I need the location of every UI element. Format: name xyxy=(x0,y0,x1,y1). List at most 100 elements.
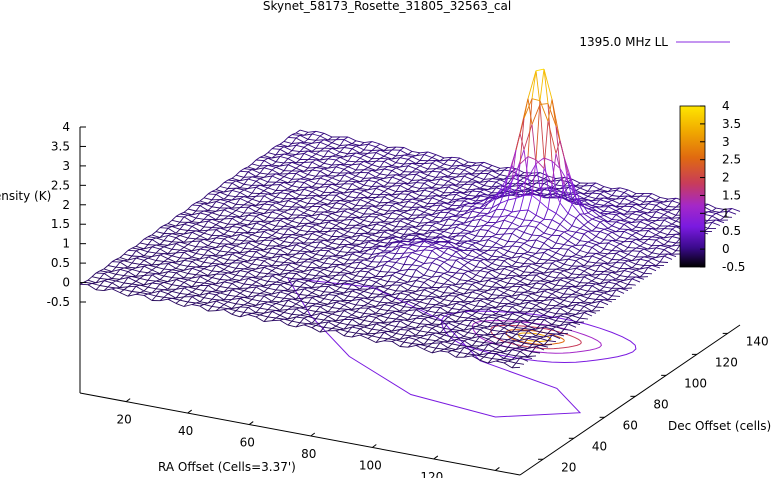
mesh-segment xyxy=(367,169,373,174)
mesh-segment xyxy=(371,261,381,263)
mesh-segment xyxy=(531,70,537,99)
mesh-segment xyxy=(647,247,657,250)
mesh-segment xyxy=(239,183,245,189)
mesh-segment xyxy=(591,244,597,248)
mesh-segment xyxy=(339,183,345,188)
mesh-segment xyxy=(367,160,377,163)
mesh-segment xyxy=(439,256,449,261)
mesh-segment xyxy=(475,207,485,210)
mesh-segment xyxy=(287,153,297,156)
mesh-segment xyxy=(343,266,349,271)
mesh-segment xyxy=(431,191,441,197)
mesh-segment xyxy=(247,178,257,182)
mesh-segment xyxy=(539,187,545,198)
mesh-segment xyxy=(155,252,165,255)
mesh-segment xyxy=(263,217,269,222)
mesh-segment xyxy=(555,333,565,337)
mesh-segment xyxy=(283,173,289,177)
mesh-segment xyxy=(591,247,601,254)
mesh-segment xyxy=(343,144,349,148)
mesh-segment xyxy=(339,147,345,153)
mesh-segment xyxy=(247,242,257,248)
mesh-segment xyxy=(339,163,349,168)
mesh-segment xyxy=(723,208,733,210)
mesh-segment xyxy=(603,214,613,220)
mesh-segment xyxy=(419,265,429,271)
mesh-segment xyxy=(295,268,305,272)
mesh-segment xyxy=(515,246,521,254)
mesh-segment xyxy=(711,213,717,217)
mesh-segment xyxy=(599,299,605,302)
mesh-segment xyxy=(195,238,205,240)
mesh-segment xyxy=(531,246,541,250)
mesh-segment xyxy=(343,224,349,230)
mesh-segment xyxy=(519,280,529,286)
mesh-segment xyxy=(319,177,329,182)
mesh-segment xyxy=(415,206,421,210)
mesh-segment xyxy=(571,304,577,310)
mesh-segment xyxy=(567,240,577,246)
mesh-segment xyxy=(443,202,453,206)
mesh-segment xyxy=(443,261,453,268)
mesh-segment xyxy=(587,261,597,264)
mesh-segment xyxy=(515,241,525,244)
mesh-segment xyxy=(583,224,593,232)
mesh-segment xyxy=(355,204,365,207)
mesh-segment xyxy=(315,213,321,220)
mesh-segment xyxy=(283,228,289,235)
mesh-segment xyxy=(211,190,221,193)
mesh-segment xyxy=(159,253,165,256)
mesh-segment xyxy=(471,308,481,311)
mesh-segment xyxy=(287,236,297,239)
mesh-segment xyxy=(519,187,525,195)
mesh-segment xyxy=(675,238,681,244)
mesh-segment xyxy=(331,265,337,273)
mesh-segment xyxy=(659,255,665,263)
mesh-segment xyxy=(603,197,613,201)
mesh-segment xyxy=(419,254,429,259)
mesh-segment xyxy=(215,263,221,266)
mesh-segment xyxy=(283,189,293,192)
mesh-segment xyxy=(539,252,545,260)
mesh-segment xyxy=(335,174,345,177)
mesh-segment xyxy=(335,259,345,265)
mesh-segment xyxy=(387,274,393,282)
mesh-segment xyxy=(603,234,609,240)
mesh-segment xyxy=(635,276,645,280)
mesh-segment xyxy=(407,200,417,204)
mesh-segment xyxy=(227,226,233,232)
mesh-segment xyxy=(211,259,217,264)
mesh-segment xyxy=(347,283,353,290)
mesh-segment xyxy=(583,297,589,303)
mesh-segment xyxy=(443,295,449,300)
mesh-segment xyxy=(563,244,573,247)
mesh-segment xyxy=(351,169,357,174)
mesh-segment xyxy=(263,245,269,251)
mesh-segment xyxy=(299,164,309,169)
mesh-segment xyxy=(503,313,513,317)
mesh-segment xyxy=(547,208,557,214)
mesh-segment xyxy=(535,258,541,265)
mesh-segment xyxy=(523,302,529,308)
mesh-segment xyxy=(431,271,437,278)
mesh-segment xyxy=(235,239,245,242)
mesh-segment xyxy=(443,194,449,199)
mesh-segment xyxy=(255,272,261,278)
mesh-segment xyxy=(363,225,373,230)
mesh-segment xyxy=(203,268,213,272)
mesh-segment xyxy=(195,230,205,234)
mesh-segment xyxy=(375,149,381,153)
mesh-segment xyxy=(511,245,521,248)
mesh-segment xyxy=(267,184,273,189)
mesh-segment xyxy=(415,304,425,309)
mesh-segment xyxy=(551,219,561,225)
mesh-segment xyxy=(619,287,629,292)
mesh-segment xyxy=(275,281,285,284)
mesh-segment xyxy=(587,241,597,246)
mesh-segment xyxy=(319,162,325,167)
mesh-segment xyxy=(355,256,361,261)
mesh-segment xyxy=(355,181,365,186)
mesh-segment xyxy=(607,231,613,235)
mesh-segment xyxy=(487,266,497,271)
